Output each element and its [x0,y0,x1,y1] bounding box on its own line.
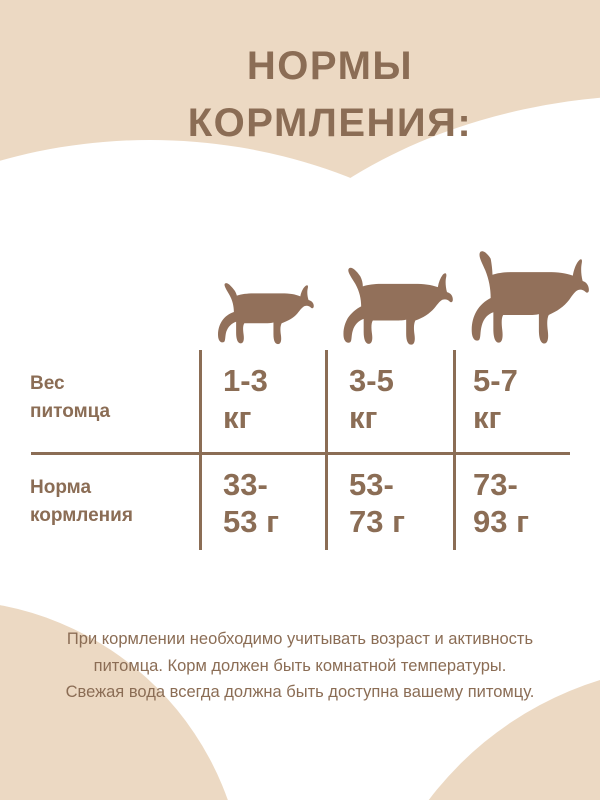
table-divider-vertical-2 [325,350,328,550]
weight-unit-2: кг [349,399,378,435]
row-label-norm-line-2: кормления [30,504,133,526]
page-title-line-1: НОРМЫ [246,44,414,88]
cat-medium-icon [332,263,457,348]
page-title: НОРМЫ КОРМЛЕНИЯ: [0,38,600,152]
row-label-weight-line-1: Вес [30,373,65,394]
table-divider-vertical-1 [199,350,202,550]
norm-value-bottom-2: 73 г [349,503,406,539]
table-cell-weight-col-1: 1-3 кг [223,363,268,436]
cat-small-icon [207,276,327,348]
table-cell-norm-col-1: 33- 53 г [223,467,279,540]
norm-value-top-1: 33- [223,467,268,502]
table-cell-weight-col-2: 3-5 кг [349,363,394,436]
table-cell-norm-col-3: 73- 93 г [473,467,529,540]
table-row-label-norm: Норма кормления [30,474,190,529]
footnote-text: При кормлении необходимо учитывать возра… [18,626,582,706]
norm-value-top-2: 53- [349,467,394,502]
weight-value-2: 3-5 [349,363,394,398]
table-row-label-weight: Вес питомца [30,370,190,425]
footnote-line-3: Свежая вода всегда должна быть доступна … [65,683,535,702]
norm-value-bottom-1: 53 г [223,503,280,539]
row-label-weight-line-2: питомца [30,400,111,422]
footnote-line-1: При кормлении необходимо учитывать возра… [66,630,534,648]
cat-size-illustrations [0,248,600,348]
feeding-table: Вес питомца Норма кормления 1-3 кг 3-5 к… [0,348,600,554]
page-title-line-2: КОРМЛЕНИЯ: [187,100,473,145]
weight-value-1: 1-3 [223,363,268,398]
norm-value-bottom-3: 93 г [473,503,530,539]
weight-unit-1: кг [223,399,252,435]
weight-value-3: 5-7 [473,363,518,398]
weight-unit-3: кг [473,399,502,435]
cat-large-icon [458,248,593,348]
footnote-line-2: питомца. Корм должен быть комнатной темп… [93,656,507,675]
table-cell-weight-col-3: 5-7 кг [473,363,518,436]
table-cell-norm-col-2: 53- 73 г [349,467,405,540]
norm-value-top-3: 73- [473,467,518,502]
row-label-norm-line-1: Норма [30,477,92,498]
table-divider-vertical-3 [453,350,456,550]
table-divider-horizontal [31,452,570,455]
